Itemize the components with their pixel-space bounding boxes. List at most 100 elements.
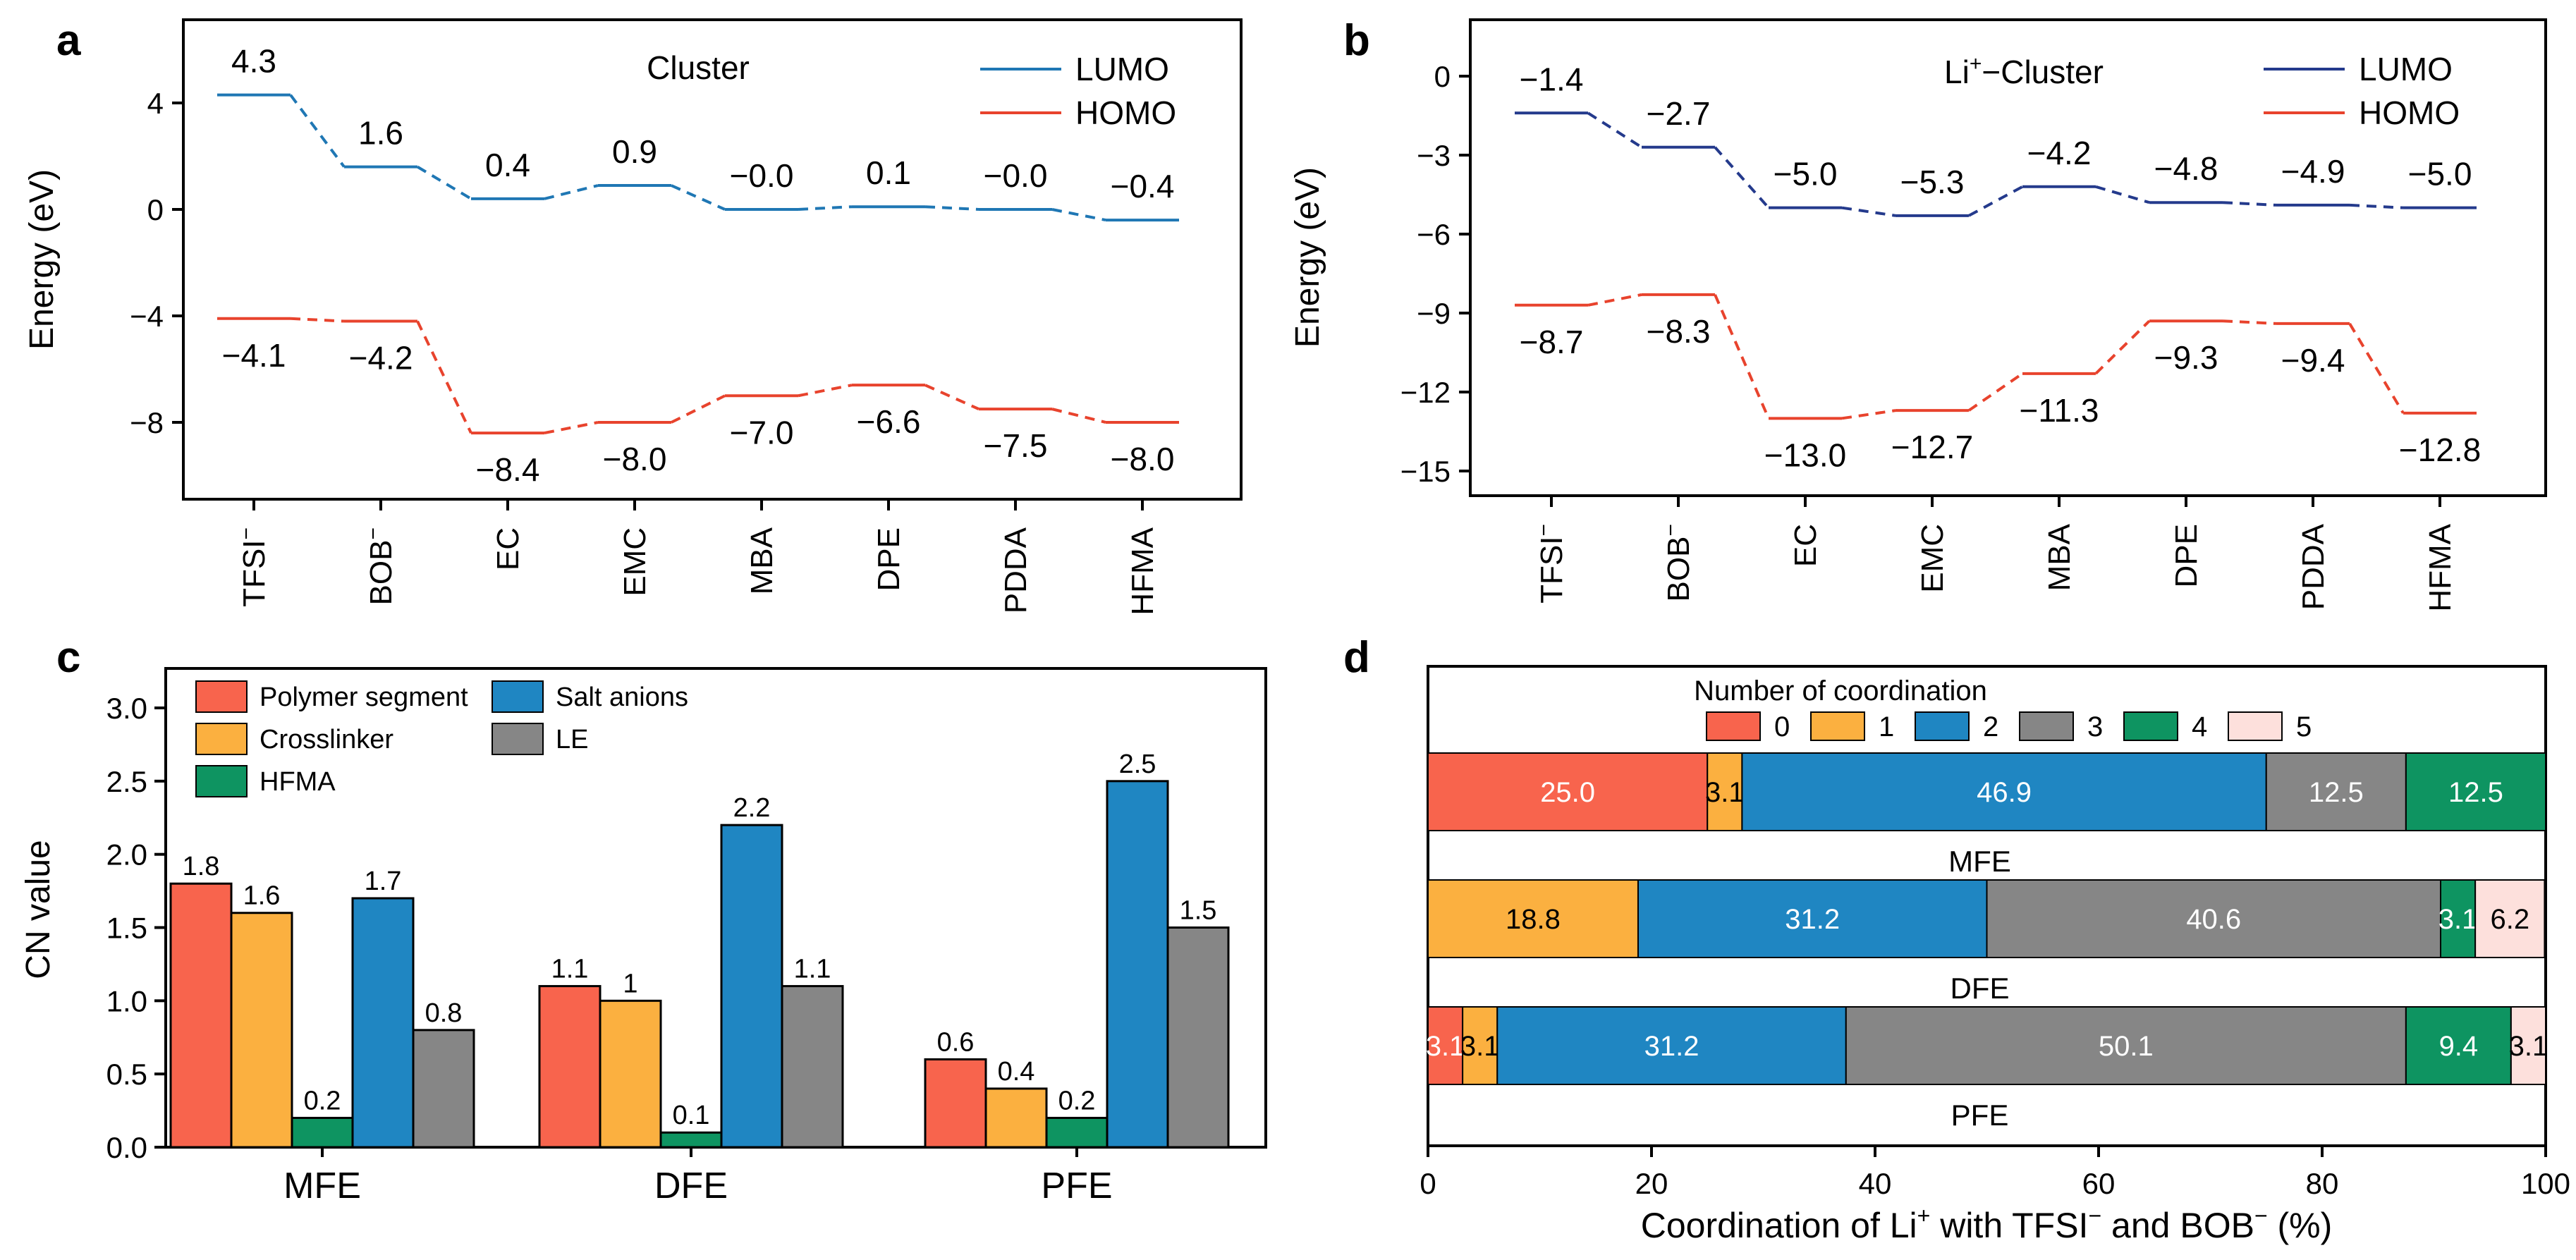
legend-label-d-0: 0 bbox=[1774, 711, 1790, 742]
y-tick-label-a-0: 4 bbox=[147, 87, 164, 120]
homo-connector-b-6 bbox=[2348, 322, 2405, 414]
homo-value-label-b-1: −8.3 bbox=[1647, 313, 1711, 350]
lumo-connector-a-0 bbox=[289, 94, 346, 168]
x-axis-d: 0 20 40 60 80 100 bbox=[1420, 1146, 2570, 1200]
xlabel-d-part-5: − bbox=[2254, 1203, 2268, 1228]
y-tick-label-c-4: 2.0 bbox=[106, 838, 147, 871]
bar-label-c-2-0: 0.2 bbox=[304, 1086, 341, 1115]
y-tick-label-a-1: 0 bbox=[147, 193, 164, 226]
lumo-connector-b-4 bbox=[2095, 185, 2150, 204]
category-label-a-5: DPE bbox=[872, 527, 906, 591]
y-tick-label-c-1: 0.5 bbox=[106, 1058, 147, 1091]
homo-value-label-a-6: −7.5 bbox=[984, 427, 1048, 464]
panel-a-energy-levels-cluster: a 4 0 −4 −8 TFSI− BOB− EC EMC MBA DPE PDDA HFMA En… bbox=[23, 16, 1243, 616]
panel-label-c: c bbox=[56, 633, 80, 682]
category-label-c-1: DFE bbox=[654, 1166, 728, 1206]
category-label-a-2: EC bbox=[491, 527, 525, 570]
lumo-connector-a-1 bbox=[416, 165, 472, 200]
data-marks-c: 1.8 1.1 0.6 1.6 1 0.4 0.2 0.1 0.2 1.7 2.2 2.5 0.8 1.1… bbox=[169, 750, 1230, 1149]
row-label-d-pfe: PFE bbox=[1951, 1099, 2009, 1132]
panel-label-a: a bbox=[56, 16, 81, 65]
segment-d-pfe-level-1 bbox=[1462, 1006, 1498, 1085]
segment-label-d-2-0: 3.1 bbox=[1426, 1031, 1465, 1062]
y-tick-label-c-5: 2.5 bbox=[106, 765, 147, 798]
lumo-connector-b-0 bbox=[1587, 111, 1643, 149]
segment-label-d-1-1: 18.8 bbox=[1506, 904, 1561, 935]
segment-label-d-0-0: 25.0 bbox=[1540, 777, 1595, 808]
x-tick-label-d-1: 20 bbox=[1635, 1167, 1668, 1200]
homo-value-label-a-5: −6.6 bbox=[857, 403, 921, 440]
legend-label-homo-a: HOMO bbox=[1075, 94, 1176, 131]
homo-connector-b-4 bbox=[2094, 319, 2151, 375]
legend-label-c-2: HFMA bbox=[260, 767, 336, 797]
y-axis-title-c: CN value bbox=[20, 840, 57, 979]
legend-swatch-d-5 bbox=[2228, 711, 2283, 741]
bar-c-hfma-dfe bbox=[659, 1131, 723, 1149]
category-label-a-0: TFSI− bbox=[235, 527, 271, 607]
category-label-b-4: MBA bbox=[2042, 523, 2077, 591]
legend-label-d-5: 5 bbox=[2296, 711, 2312, 742]
x-tick-label-d-2: 40 bbox=[1859, 1167, 1892, 1200]
y-tick-label-b-4: −12 bbox=[1400, 376, 1451, 409]
segment-label-d-2-1: 3.1 bbox=[1460, 1031, 1500, 1062]
lumo-value-label-a-5: 0.1 bbox=[866, 154, 911, 191]
segment-label-d-0-1: 3.1 bbox=[1705, 777, 1745, 808]
segment-d-dfe-level-1 bbox=[1427, 879, 1639, 958]
segment-d-mfe-level-1 bbox=[1707, 752, 1743, 831]
category-label-b-2: EC bbox=[1788, 524, 1823, 567]
y-tick-label-a-2: −4 bbox=[130, 300, 164, 333]
homo-connector-a-4 bbox=[798, 384, 853, 398]
homo-connector-a-0 bbox=[290, 317, 345, 323]
category-label-b-5: DPE bbox=[2169, 524, 2204, 587]
title-b-plus: + bbox=[1970, 52, 1982, 75]
homo-value-label-b-7: −12.8 bbox=[2399, 432, 2481, 468]
segment-label-d-0-3: 12.5 bbox=[2309, 777, 2364, 808]
x-tick-label-d-0: 0 bbox=[1420, 1167, 1436, 1200]
homo-value-label-a-1: −4.2 bbox=[349, 340, 413, 377]
segment-label-d-0-4: 12.5 bbox=[2448, 777, 2503, 808]
bar-label-c-3-0: 1.7 bbox=[365, 867, 402, 896]
y-tick-label-c-0: 0.0 bbox=[106, 1131, 147, 1164]
title-b-li: Li bbox=[1944, 54, 1970, 90]
bar-c-crosslinker-dfe bbox=[599, 999, 662, 1149]
homo-value-label-a-7: −8.0 bbox=[1111, 441, 1175, 477]
data-marks-b: −1.4 −2.7 −5.0 −5.3 −4.2 −4.8 −4.9 −5.0 −8.7 −8.3… bbox=[1515, 61, 2481, 473]
bar-label-c-4-2: 1.5 bbox=[1180, 896, 1217, 926]
legend-label-homo-b: HOMO bbox=[2359, 94, 2460, 131]
lumo-connector-a-5 bbox=[924, 205, 979, 211]
bar-label-c-1-0: 1.6 bbox=[243, 881, 281, 911]
bar-c-le-mfe bbox=[412, 1029, 475, 1149]
bar-c-hfma-mfe bbox=[291, 1116, 354, 1149]
segment-d-dfe-level-2 bbox=[1637, 879, 1988, 958]
category-label-b-6: PDDA bbox=[2296, 523, 2331, 610]
homo-connector-a-2 bbox=[544, 421, 599, 435]
lumo-connector-b-6 bbox=[2349, 203, 2404, 209]
x-tick-label-d-3: 60 bbox=[2082, 1167, 2116, 1200]
y-tick-label-c-3: 1.5 bbox=[106, 912, 147, 945]
legend-swatch-c-1 bbox=[195, 723, 248, 755]
x-tick-label-d-4: 80 bbox=[2306, 1167, 2339, 1200]
homo-connector-b-1 bbox=[1714, 294, 1770, 420]
homo-connector-b-5 bbox=[2222, 319, 2277, 325]
category-label-a-3: EMC bbox=[618, 527, 652, 597]
category-label-a-6: PDDA bbox=[999, 527, 1033, 613]
y-axis-title-a: Energy (eV) bbox=[23, 169, 61, 350]
data-marks-d: 25.0 3.1 46.9 12.5 12.5 MFE 18.8 31.2 40.6 3.1 6.2… bbox=[1426, 752, 2548, 1132]
y-axis-title-b: Energy (eV) bbox=[1289, 167, 1326, 348]
y-tick-label-c-2: 1.0 bbox=[106, 984, 147, 1017]
category-label-b-0: TFSI− bbox=[1532, 524, 1569, 604]
bar-label-c-1-2: 0.4 bbox=[998, 1057, 1035, 1087]
homo-connector-a-3 bbox=[671, 394, 726, 424]
homo-connector-a-5 bbox=[924, 384, 979, 410]
segment-d-mfe-level-3 bbox=[2265, 752, 2407, 831]
bar-label-c-3-1: 2.2 bbox=[733, 793, 771, 823]
homo-value-label-b-6: −9.4 bbox=[2281, 342, 2345, 379]
homo-value-label-b-0: −8.7 bbox=[1520, 324, 1584, 360]
lumo-value-label-a-3: 0.9 bbox=[612, 133, 657, 170]
xlabel-d-part-3: − bbox=[2088, 1203, 2101, 1228]
bar-c-salt-anions-dfe bbox=[720, 824, 783, 1149]
legend-label-c-0: Polymer segment bbox=[260, 683, 468, 712]
segment-label-d-1-3: 40.6 bbox=[2186, 904, 2241, 935]
bar-label-c-3-2: 2.5 bbox=[1119, 750, 1156, 779]
